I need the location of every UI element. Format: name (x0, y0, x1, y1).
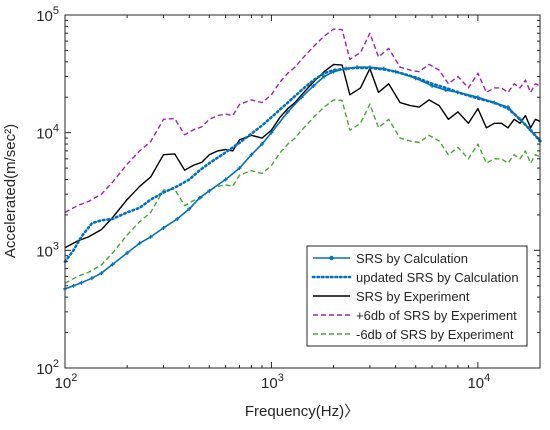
series-marker (79, 280, 84, 285)
series-marker (99, 271, 104, 276)
series-marker (322, 74, 327, 79)
series-marker (381, 66, 386, 71)
legend-label-3: +6db of SRS by Experiment (356, 308, 517, 323)
series-marker (71, 283, 76, 288)
series-marker (148, 234, 153, 239)
series-marker (259, 142, 264, 147)
series-marker (517, 117, 522, 122)
legend: SRS by Calculation updated SRS by Calcula… (306, 245, 528, 347)
y-axis-label: Accelerated(m/sec²) (2, 124, 19, 258)
x-axis-label: Frequency(Hz)〉 (245, 403, 359, 420)
series-marker (161, 225, 166, 230)
series-line-3 (64, 28, 541, 214)
series-marker (89, 276, 94, 281)
series-marker (344, 66, 349, 71)
series-line-2 (64, 63, 541, 249)
series-marker (237, 166, 242, 171)
series-marker (331, 69, 336, 74)
series-marker (475, 95, 480, 100)
axis-layer: 102 103 104 102 103 104 105 (36, 5, 540, 392)
x-tick-label: 103 (261, 372, 284, 392)
series-marker (269, 130, 274, 135)
series-marker (207, 188, 212, 193)
series-marker (367, 65, 372, 70)
series-marker (455, 90, 460, 95)
series-marker (492, 100, 497, 105)
x-tick-label: 102 (55, 372, 78, 392)
series-marker (393, 69, 398, 74)
series-marker (175, 216, 180, 221)
legend-label-1: updated SRS by Calculation (356, 270, 519, 285)
series-marker (110, 262, 115, 267)
series-layer (63, 28, 542, 291)
y-tick-label: 105 (36, 5, 59, 25)
legend-label-0: SRS by Calculation (356, 251, 468, 266)
series-marker (137, 241, 142, 246)
series-marker (430, 83, 435, 88)
series-marker (249, 152, 254, 157)
series-marker (443, 88, 448, 93)
series-marker (506, 105, 511, 110)
legend-items: SRS by Calculation updated SRS by Calcula… (311, 251, 519, 342)
series-marker (223, 177, 228, 182)
legend-label-2: SRS by Experiment (356, 289, 470, 304)
legend-marker (329, 255, 334, 261)
series-marker (197, 195, 202, 200)
y-tick-label: 104 (36, 123, 59, 143)
series-marker (413, 76, 418, 81)
series-marker (285, 109, 290, 114)
y-tick-label: 102 (36, 358, 59, 378)
series-marker (311, 83, 316, 88)
series-marker (299, 95, 304, 100)
series-marker (355, 65, 360, 70)
series-marker (528, 128, 533, 133)
x-tick-label: 104 (467, 372, 490, 392)
y-tick-label: 103 (36, 240, 59, 260)
legend-label-4: -6db of SRS by Experiment (356, 327, 514, 342)
series-marker (125, 250, 130, 255)
series-marker (187, 206, 192, 211)
plot-frame (64, 14, 541, 369)
